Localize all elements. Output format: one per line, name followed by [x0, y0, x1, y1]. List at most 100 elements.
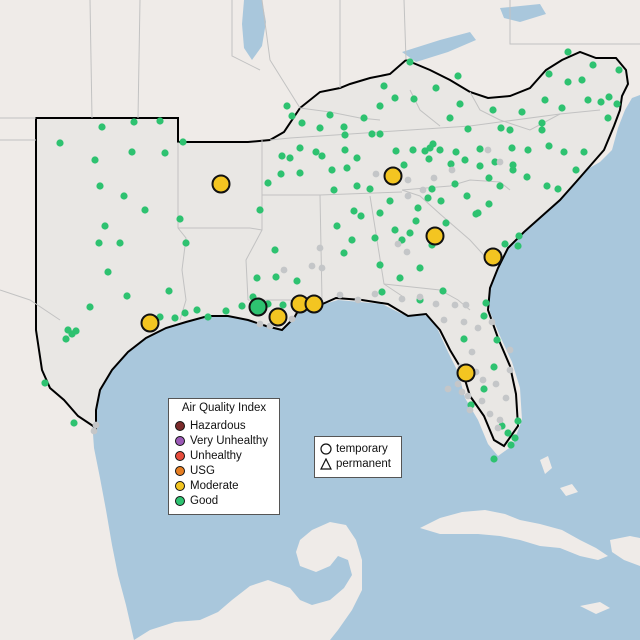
- permanent-monitor-good: [95, 239, 103, 247]
- permanent-monitor-good: [392, 147, 400, 155]
- temporary-monitor-good[interactable]: [248, 297, 268, 317]
- permanent-monitor-nodata: [288, 315, 296, 323]
- permanent-monitor-nodata: [416, 293, 424, 301]
- permanent-monitor-nodata: [494, 424, 502, 432]
- permanent-monitor-good: [578, 76, 586, 84]
- permanent-monitor-good: [101, 222, 109, 230]
- permanent-monitor-good: [460, 335, 468, 343]
- permanent-monitor-nodata: [371, 290, 379, 298]
- permanent-monitor-nodata: [394, 240, 402, 248]
- legend-item-usg: USG: [175, 464, 215, 478]
- permanent-monitor-good: [123, 292, 131, 300]
- land-mexico-south: [134, 522, 362, 640]
- permanent-monitors-good: [41, 48, 623, 463]
- temporary-monitor-moderate[interactable]: [425, 226, 445, 246]
- permanent-monitor-good: [541, 96, 549, 104]
- permanent-monitor-good: [181, 309, 189, 317]
- permanent-monitor-good: [414, 204, 422, 212]
- legend-item-very-unhealthy: Very Unhealthy: [175, 434, 268, 448]
- permanent-monitor-good: [509, 161, 517, 169]
- permanent-monitor-nodata: [419, 186, 427, 194]
- permanent-monitor-good: [491, 158, 499, 166]
- permanent-monitor-nodata: [444, 385, 452, 393]
- permanent-monitor-nodata: [468, 348, 476, 356]
- permanent-monitor-good: [326, 111, 334, 119]
- permanent-monitor-good: [545, 70, 553, 78]
- temporary-monitor-moderate[interactable]: [483, 247, 503, 267]
- temporary-monitor-moderate[interactable]: [140, 313, 160, 333]
- permanent-monitor-good: [279, 301, 287, 309]
- permanent-monitor-good: [543, 182, 551, 190]
- temporary-monitor-moderate[interactable]: [456, 363, 476, 383]
- temporary-monitor-moderate[interactable]: [383, 166, 403, 186]
- permanent-monitor-good: [472, 210, 480, 218]
- permanent-monitor-good: [400, 161, 408, 169]
- permanent-monitor-good: [222, 307, 230, 315]
- state-borders: [0, 0, 640, 321]
- permanent-monitor-good: [357, 212, 365, 220]
- legend-item-temporary: temporary: [320, 442, 388, 456]
- permanent-monitor-good: [296, 169, 304, 177]
- permanent-monitor-good: [485, 174, 493, 182]
- permanent-monitor-good: [409, 146, 417, 154]
- permanent-monitor-good: [406, 229, 414, 237]
- permanent-monitor-good: [182, 239, 190, 247]
- permanent-monitor-good: [293, 277, 301, 285]
- permanent-monitor-good: [318, 152, 326, 160]
- land-bahamas-1: [540, 456, 552, 474]
- permanent-monitor-good: [70, 419, 78, 427]
- permanent-monitor-nodata: [496, 416, 504, 424]
- legend-item-moderate: Moderate: [175, 479, 239, 493]
- permanent-monitor-good: [580, 148, 588, 156]
- permanent-monitor-nodata: [354, 296, 362, 304]
- permanent-monitor-good: [412, 217, 420, 225]
- permanent-monitor-good: [504, 429, 512, 437]
- permanent-monitor-good: [538, 119, 546, 127]
- legend-label: Very Unhealthy: [190, 435, 268, 447]
- permanent-monitor-good: [514, 242, 522, 250]
- permanent-monitor-good: [476, 145, 484, 153]
- permanent-monitor-good: [507, 441, 515, 449]
- permanent-monitor-good: [271, 246, 279, 254]
- permanent-monitor-good: [360, 114, 368, 122]
- permanent-monitor-nodata: [448, 166, 456, 174]
- permanent-monitor-good: [480, 312, 488, 320]
- permanent-monitor-good: [348, 236, 356, 244]
- permanent-monitor-good: [439, 287, 447, 295]
- permanent-monitor-good: [572, 166, 580, 174]
- permanent-monitor-good: [446, 114, 454, 122]
- legend-item-good: Good: [175, 494, 218, 508]
- permanent-monitor-nodata: [486, 410, 494, 418]
- permanent-monitor-good: [376, 209, 384, 217]
- permanent-monitor-nodata: [479, 376, 487, 384]
- temporary-monitor-moderate[interactable]: [304, 294, 324, 314]
- permanent-monitor-nodata: [454, 380, 462, 388]
- permanent-monitor-nodata: [462, 301, 470, 309]
- permanent-monitor-good: [391, 94, 399, 102]
- permanent-monitor-nodata: [280, 266, 288, 274]
- permanent-monitor-good: [523, 173, 531, 181]
- permanent-monitor-good: [490, 455, 498, 463]
- permanent-monitor-good: [597, 98, 605, 106]
- permanent-monitor-good: [128, 148, 136, 156]
- permanent-monitor-good: [480, 385, 488, 393]
- permanent-monitor-nodata: [430, 174, 438, 182]
- legend-title: Air Quality Index: [181, 402, 267, 414]
- permanent-monitor-good: [515, 232, 523, 240]
- permanent-monitor-good: [341, 146, 349, 154]
- temporary-monitor-moderate[interactable]: [268, 307, 288, 327]
- permanent-monitor-nodata: [372, 170, 380, 178]
- temporary-monitors[interactable]: [140, 166, 503, 383]
- permanent-monitor-good: [328, 166, 336, 174]
- legend-label: Moderate: [190, 480, 239, 492]
- permanent-monitor-good: [353, 182, 361, 190]
- temporary-monitor-moderate[interactable]: [211, 174, 231, 194]
- permanent-monitor-good: [396, 274, 404, 282]
- circle-icon: [320, 443, 332, 455]
- permanent-monitor-good: [288, 112, 296, 120]
- permanent-monitor-good: [432, 84, 440, 92]
- permanent-monitor-good: [62, 335, 70, 343]
- legend-label: Unhealthy: [190, 450, 242, 462]
- permanent-monitor-good: [421, 147, 429, 155]
